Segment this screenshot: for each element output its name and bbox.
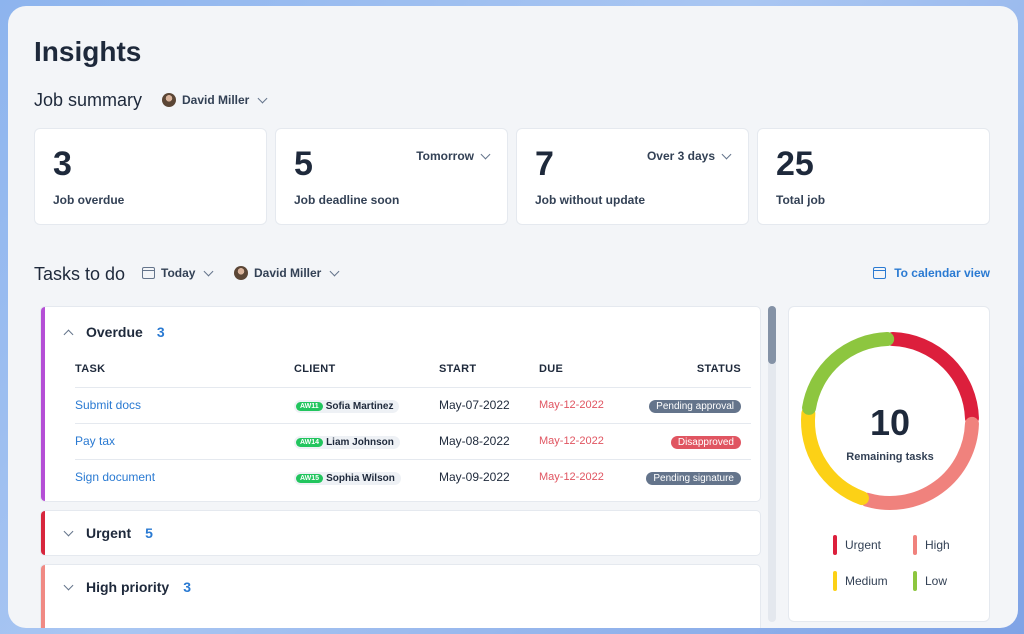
client-code: AW11 <box>296 402 323 411</box>
client-code: AW14 <box>296 438 324 447</box>
date-filter-select[interactable]: Today <box>142 266 214 280</box>
donut-segment-low <box>802 332 895 415</box>
tasks-title: Tasks to do <box>34 264 126 284</box>
due-date: May-12-2022 <box>539 458 639 495</box>
client-chip[interactable]: AW14 Liam Johnson <box>294 436 400 449</box>
group-count: 5 <box>145 525 153 541</box>
due-date: May-12-2022 <box>539 386 639 423</box>
group-color-bar <box>41 307 45 501</box>
legend-swatch <box>913 535 917 555</box>
user-name: David Miller <box>182 93 250 107</box>
status-badge: Pending signature <box>646 471 741 485</box>
donut-segment-high <box>860 416 979 510</box>
client-name: Liam Johnson <box>326 437 394 448</box>
group-name: High priority <box>86 579 170 595</box>
group-header-high-priority[interactable]: High priority 3 <box>61 579 191 595</box>
group-color-bar <box>41 511 45 555</box>
legend-swatch <box>913 571 917 591</box>
calendar-icon <box>142 267 155 279</box>
card-label: Job deadline soon <box>294 193 400 207</box>
legend-swatch <box>833 535 837 555</box>
chevron-down-icon <box>63 526 74 536</box>
card-job-without-update[interactable]: 7 Job without update Over 3 days <box>516 128 749 225</box>
card-value: 25 <box>776 145 814 183</box>
table-row[interactable]: Sign document AW15 Sophia Wilson May-09-2… <box>75 458 751 495</box>
group-name: Overdue <box>86 324 143 340</box>
to-calendar-view-link[interactable]: To calendar view <box>873 266 990 280</box>
card-label: Job overdue <box>53 193 125 207</box>
update-range-select[interactable]: Over 3 days <box>647 149 732 163</box>
card-label: Job without update <box>535 193 645 207</box>
column-header-task: TASK <box>75 362 106 375</box>
table-row[interactable]: Submit docs AW11 Sofia Martinez May-07-20… <box>75 386 751 423</box>
start-date: May-07-2022 <box>439 386 539 423</box>
client-chip[interactable]: AW15 Sophia Wilson <box>294 472 401 486</box>
remaining-label: Remaining tasks <box>846 451 933 463</box>
group-count: 3 <box>156 324 165 340</box>
task-group-urgent: Urgent 5 <box>40 510 761 556</box>
task-group-high-priority: High priority 3 <box>40 564 761 628</box>
chevron-down-icon <box>721 149 732 159</box>
legend-swatch <box>833 571 837 591</box>
card-value: 3 <box>53 145 72 183</box>
donut-segment-urgent <box>885 332 979 426</box>
column-header-client: CLIENT <box>294 362 336 375</box>
chevron-down-icon <box>480 149 491 159</box>
card-job-overdue[interactable]: 3 Job overdue <box>34 128 267 225</box>
legend-item-urgent: Urgent <box>833 535 881 555</box>
card-value: 5 <box>294 145 313 183</box>
task-table: TASK CLIENT START DUE STATUS Submit docs… <box>75 351 751 495</box>
start-date: May-08-2022 <box>439 422 539 459</box>
status-badge: Pending approval <box>649 399 741 413</box>
status-badge: Disapproved <box>670 435 741 449</box>
group-count: 3 <box>183 579 192 595</box>
deadline-range-select[interactable]: Tomorrow <box>416 149 491 163</box>
start-date: May-09-2022 <box>439 458 539 495</box>
page-title: Insights <box>34 36 142 67</box>
insights-panel: Insights Job summary David Miller 3 Job … <box>8 6 1018 628</box>
chevron-down-icon <box>257 93 268 103</box>
column-header-start: START <box>439 362 477 375</box>
remaining-count: 10 <box>870 402 910 443</box>
scrollbar-track[interactable] <box>768 306 776 622</box>
client-code: AW15 <box>296 474 324 484</box>
card-job-deadline-soon[interactable]: 5 Job deadline soon Tomorrow <box>275 128 508 225</box>
chevron-down-icon <box>204 266 214 276</box>
card-total-job[interactable]: 25 Total job <box>757 128 990 225</box>
chevron-up-icon <box>63 329 74 339</box>
chevron-down-icon <box>329 266 340 276</box>
group-name: Urgent <box>86 525 132 541</box>
table-row[interactable]: Pay tax AW14 Liam Johnson May-08-2022 May… <box>75 422 751 459</box>
column-header-due: DUE <box>539 362 564 375</box>
avatar <box>162 93 176 107</box>
client-name: Sophia Wilson <box>326 473 395 485</box>
task-group-overdue: Overdue 3 TASK CLIENT START DUE STATUS S… <box>40 306 761 502</box>
scrollbar-thumb[interactable] <box>768 306 776 364</box>
group-color-bar <box>41 565 45 628</box>
task-link[interactable]: Pay tax <box>75 422 294 459</box>
job-summary-title: Job summary <box>34 90 143 110</box>
chevron-down-icon <box>63 580 74 590</box>
column-header-status: STATUS <box>696 362 741 375</box>
client-chip[interactable]: AW11 Sofia Martinez <box>294 400 400 413</box>
legend-item-low: Low <box>913 571 947 591</box>
calendar-icon <box>873 267 887 279</box>
job-summary-user-select[interactable]: David Miller <box>162 93 268 107</box>
card-value: 7 <box>535 145 554 183</box>
user-filter-select[interactable]: David Miller <box>234 266 340 280</box>
task-link[interactable]: Submit docs <box>75 386 294 423</box>
due-date: May-12-2022 <box>539 422 639 459</box>
group-header-urgent[interactable]: Urgent 5 <box>61 525 153 541</box>
group-header-overdue[interactable]: Overdue 3 <box>61 324 165 340</box>
legend-item-medium: Medium <box>833 571 888 591</box>
card-label: Total job <box>776 193 826 207</box>
remaining-tasks-card: 10 Remaining tasks Urgent High Medium Lo… <box>788 306 990 622</box>
remaining-tasks-donut: 10 Remaining tasks <box>801 332 979 510</box>
avatar <box>234 266 248 280</box>
legend-item-high: High <box>913 535 950 555</box>
client-name: Sofia Martinez <box>325 401 394 412</box>
donut-segment-medium <box>801 406 869 506</box>
task-link[interactable]: Sign document <box>75 458 294 495</box>
